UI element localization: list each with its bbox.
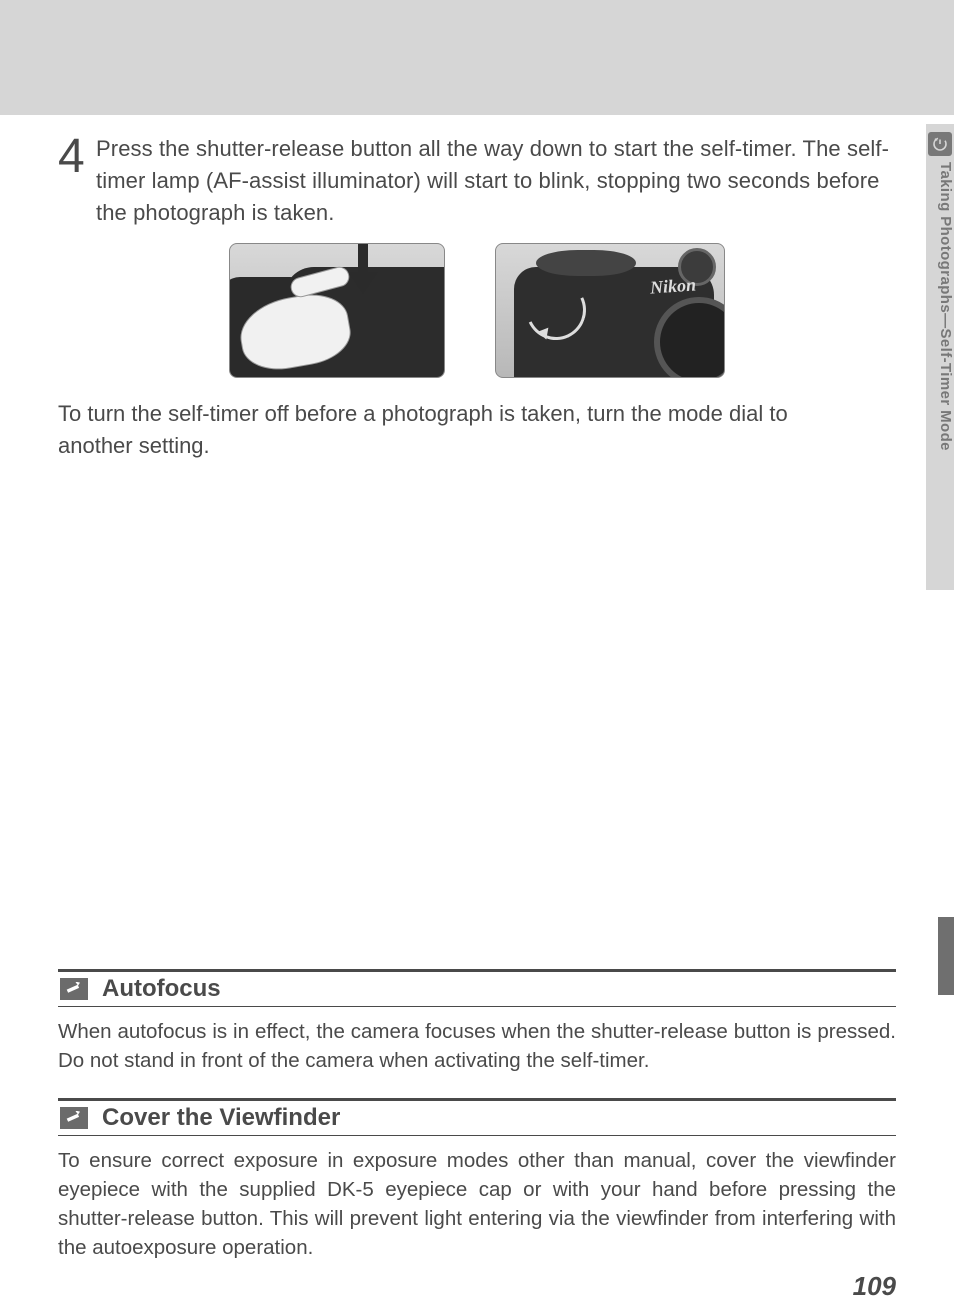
illustration-camera-front: Nikon: [495, 243, 725, 378]
note-body: When autofocus is in effect, the camera …: [58, 1017, 896, 1075]
illustration-press-shutter: [229, 243, 445, 378]
step-text: Press the shutter-release button all the…: [96, 133, 896, 229]
note-title: Autofocus: [102, 975, 221, 1003]
pencil-icon: [60, 1107, 88, 1129]
page-number: 109: [853, 1271, 896, 1302]
note-autofocus: Autofocus When autofocus is in effect, t…: [58, 969, 896, 1075]
pencil-icon: [60, 978, 88, 1000]
note-title: Cover the Viewfinder: [102, 1104, 340, 1132]
camera-brand-label: Nikon: [649, 274, 696, 298]
header-bar: [0, 0, 954, 115]
note-body: To ensure correct exposure in exposure m…: [58, 1146, 896, 1262]
page-content: 4 Press the shutter-release button all t…: [0, 115, 954, 949]
note-cover-viewfinder: Cover the Viewfinder To ensure correct e…: [58, 1098, 896, 1262]
step-number: 4: [58, 133, 90, 181]
paragraph-turn-off: To turn the self-timer off before a phot…: [58, 398, 862, 462]
illustration-row: Nikon: [58, 243, 896, 378]
step-4: 4 Press the shutter-release button all t…: [58, 133, 896, 229]
arrow-down-icon: [346, 243, 380, 296]
notes-area: Autofocus When autofocus is in effect, t…: [58, 939, 896, 1262]
